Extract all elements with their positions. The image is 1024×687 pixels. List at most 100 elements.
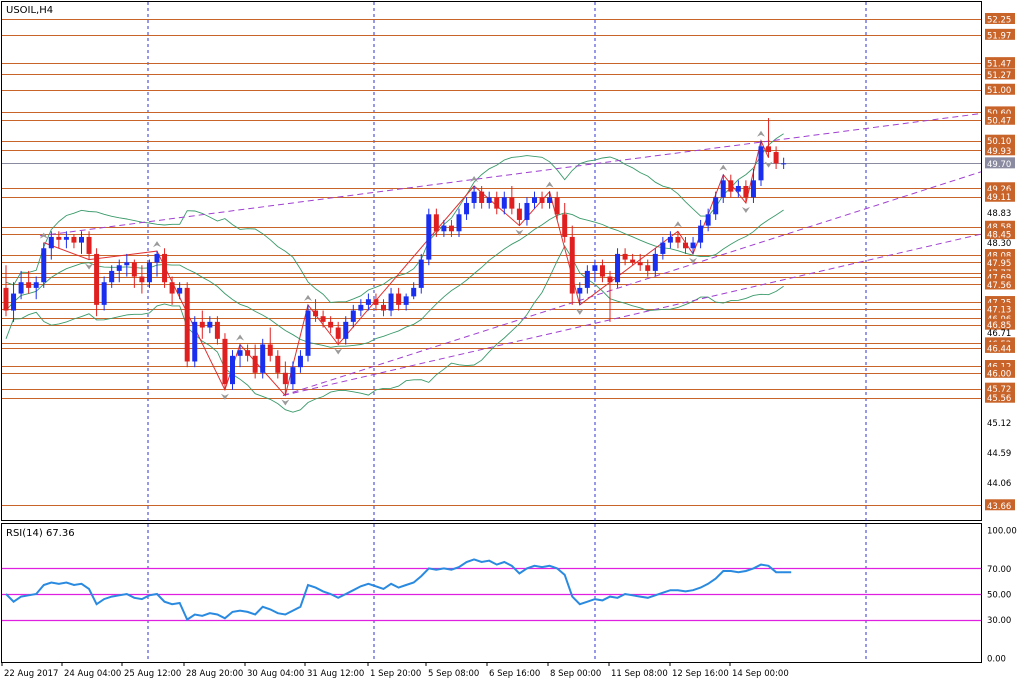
candle-body bbox=[282, 372, 288, 385]
price-tick-29: 46.00 bbox=[987, 369, 1011, 379]
resistance-trendline bbox=[39, 113, 982, 237]
candle-body bbox=[577, 287, 583, 294]
candle-body bbox=[230, 355, 235, 385]
candle-body bbox=[267, 344, 273, 356]
candlesticks bbox=[3, 118, 787, 396]
price-badge-11 bbox=[985, 190, 1015, 202]
price-badge-29 bbox=[985, 366, 1015, 378]
price-badge-14 bbox=[985, 228, 1015, 240]
fractal-up-8 bbox=[470, 175, 479, 182]
candle-body bbox=[464, 202, 470, 215]
candle-8 bbox=[63, 231, 69, 249]
candle-body bbox=[245, 350, 251, 356]
candle-19 bbox=[146, 259, 152, 288]
candle-26 bbox=[199, 310, 205, 339]
candle-82 bbox=[622, 248, 628, 266]
candle-21 bbox=[162, 248, 168, 288]
candle-102 bbox=[773, 146, 779, 170]
price-tick-31: 45.56 bbox=[987, 394, 1011, 404]
fractal-down-11 bbox=[575, 308, 584, 315]
time-tick-9: 8 Sep 00:00 bbox=[550, 669, 601, 679]
candle-34 bbox=[260, 338, 266, 379]
candle-71 bbox=[539, 191, 545, 209]
candle-92 bbox=[698, 219, 704, 249]
candle-body bbox=[645, 265, 651, 271]
candle-43 bbox=[328, 316, 334, 334]
candle-body bbox=[743, 185, 749, 198]
vertical-separators bbox=[147, 2, 867, 662]
candle-3 bbox=[26, 270, 32, 294]
price-tick-24: 46.85 bbox=[987, 321, 1011, 331]
price-panel-frame bbox=[1, 1, 982, 521]
price-tick-14: 48.45 bbox=[987, 231, 1011, 241]
candle-30 bbox=[230, 350, 235, 390]
candle-body bbox=[781, 163, 787, 165]
price-badge-10 bbox=[985, 182, 1015, 194]
candle-body bbox=[562, 214, 568, 237]
candle-97 bbox=[735, 180, 741, 198]
candle-12 bbox=[94, 248, 100, 317]
fractal-down-3 bbox=[220, 393, 229, 400]
candle-87 bbox=[660, 236, 666, 260]
candle-body bbox=[335, 327, 341, 339]
candle-body bbox=[3, 287, 9, 311]
price-tick-11: 49.11 bbox=[987, 193, 1011, 203]
price-tick-0: 52.25 bbox=[987, 15, 1011, 25]
candle-body bbox=[592, 265, 598, 271]
candle-13 bbox=[101, 276, 107, 311]
candle-body bbox=[630, 259, 636, 263]
fractal-down-15 bbox=[741, 206, 750, 213]
price-tick-27: 46.44 bbox=[987, 344, 1011, 354]
candle-35 bbox=[267, 327, 273, 362]
candle-body bbox=[365, 299, 371, 305]
candle-body bbox=[320, 316, 326, 322]
price-badge-35 bbox=[985, 499, 1015, 511]
candle-body bbox=[637, 262, 643, 266]
candle-62 bbox=[471, 185, 477, 209]
candle-58 bbox=[441, 219, 447, 237]
candle-66 bbox=[501, 191, 507, 215]
candle-55 bbox=[418, 253, 424, 294]
candle-51 bbox=[388, 287, 394, 317]
candle-5 bbox=[41, 242, 47, 288]
candle-103 bbox=[781, 157, 787, 170]
candle-body bbox=[516, 208, 522, 220]
support-trendline-upper bbox=[282, 171, 982, 396]
candle-body bbox=[350, 310, 356, 322]
time-tick-2: 25 Aug 12:00 bbox=[124, 669, 181, 679]
price-tick-6: 50.47 bbox=[987, 116, 1011, 126]
price-badge-20 bbox=[985, 278, 1015, 290]
candle-6 bbox=[48, 231, 54, 260]
candle-body bbox=[426, 214, 432, 260]
price-tick-12: 48.83 bbox=[987, 209, 1011, 219]
price-badge-17 bbox=[985, 256, 1015, 268]
fractal-up-2 bbox=[153, 241, 161, 248]
price-axis: 52.2551.9751.4751.2751.0050.6050.4750.10… bbox=[985, 12, 1015, 512]
fractal-down-1 bbox=[85, 263, 94, 270]
candle-body bbox=[48, 236, 54, 249]
candle-body bbox=[728, 180, 734, 192]
price-tick-2: 51.47 bbox=[987, 60, 1011, 70]
candle-79 bbox=[599, 259, 605, 283]
candle-27 bbox=[207, 316, 213, 334]
fractal-arrows bbox=[39, 130, 773, 406]
candle-body bbox=[599, 265, 605, 277]
candle-84 bbox=[637, 253, 643, 271]
price-tick-34: 44.06 bbox=[987, 479, 1011, 489]
candle-89 bbox=[675, 231, 681, 249]
price-tick-33: 44.59 bbox=[987, 449, 1011, 459]
candle-body bbox=[290, 367, 296, 385]
candle-67 bbox=[509, 185, 515, 215]
candle-23 bbox=[177, 282, 183, 300]
time-tick-1: 24 Aug 04:00 bbox=[64, 669, 121, 679]
fractal-up-6 bbox=[304, 294, 312, 301]
candle-body bbox=[381, 304, 386, 311]
price-badge-5 bbox=[985, 106, 1015, 118]
candle-85 bbox=[645, 259, 651, 277]
rsi-panel-frame bbox=[1, 523, 982, 663]
candle-body bbox=[690, 242, 696, 249]
price-tick-8: 49.93 bbox=[987, 147, 1011, 157]
candle-body bbox=[615, 253, 621, 283]
